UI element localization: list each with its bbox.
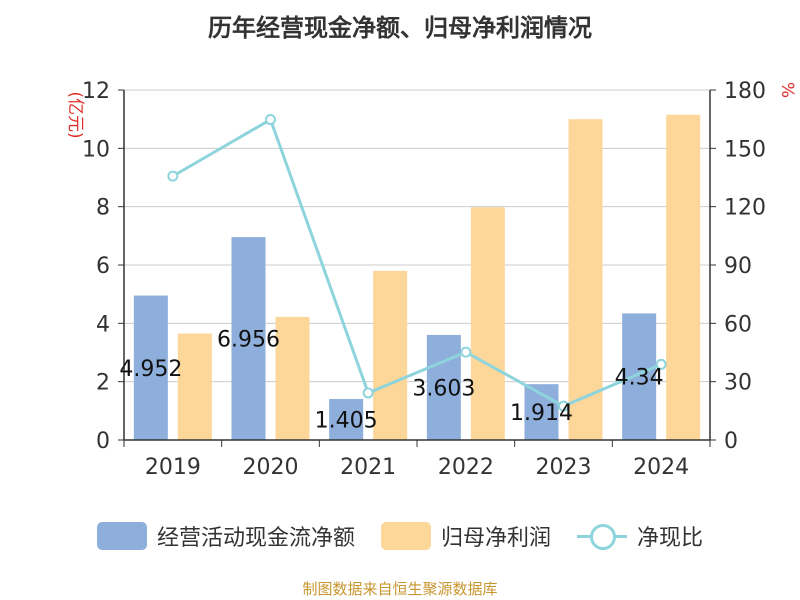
bar-cashflow: [231, 237, 266, 440]
y-right-tick-label: 60: [724, 312, 752, 337]
bar-net-profit: [275, 316, 310, 440]
data-label-cashflow: 6.956: [217, 328, 280, 353]
bar-net-profit: [470, 207, 505, 440]
legend-label-ratio: 净现比: [637, 526, 704, 551]
x-tick-label: 2021: [340, 455, 396, 480]
bar-net-profit: [666, 114, 701, 441]
bar-cashflow: [133, 295, 168, 440]
x-tick-label: 2024: [633, 455, 689, 480]
x-tick-label: 2023: [536, 455, 592, 480]
y-right-tick-label: 180: [724, 79, 766, 104]
legend-swatch-net-profit: [380, 522, 431, 550]
x-tick-label: 2020: [243, 455, 299, 480]
y-right-tick-label: 30: [724, 371, 752, 396]
y-right-tick-label: 0: [724, 429, 738, 454]
legend-item-net-profit[interactable]: 归母净利润: [380, 520, 551, 552]
x-tick-label: 2022: [438, 455, 494, 480]
y-tick-label: 10: [82, 137, 110, 162]
line-ratio: [172, 117, 662, 408]
legend-swatch-cashflow: [96, 522, 147, 550]
legend-swatch-ratio: [577, 522, 627, 550]
legend-item-ratio[interactable]: 净现比: [577, 520, 703, 552]
data-label-cashflow: 4.952: [119, 357, 182, 382]
bar-cashflow: [329, 399, 364, 440]
data-label-cashflow: 1.405: [315, 409, 378, 434]
source-note: 制图数据来自恒生聚源数据库: [302, 580, 498, 598]
point-ratio: [167, 170, 179, 182]
bar-cashflow: [426, 334, 461, 440]
y-tick-label: 12: [82, 79, 110, 104]
y-axis-right-title: %: [777, 82, 797, 98]
legend-item-cashflow[interactable]: 经营活动现金流净额: [96, 520, 355, 552]
bar-net-profit: [373, 270, 408, 440]
y-tick-label: 0: [96, 429, 110, 454]
point-ratio: [265, 114, 276, 126]
bar-net-profit: [568, 119, 603, 441]
y-right-tick-label: 150: [724, 137, 766, 162]
legend-label-net-profit: 归母净利润: [440, 526, 551, 551]
x-tick-label: 2019: [145, 455, 201, 480]
data-label-cashflow: 4.34: [615, 366, 664, 391]
y-axis-title: (亿元): [65, 91, 85, 138]
point-ratio: [460, 346, 472, 358]
y-tick-label: 6: [96, 254, 110, 279]
bar-net-profit: [177, 333, 212, 440]
y-tick-label: 2: [96, 371, 110, 396]
point-ratio: [655, 358, 667, 370]
y-tick-label: 8: [96, 196, 110, 221]
bar-cashflow: [622, 313, 657, 440]
point-ratio: [362, 387, 374, 399]
data-label-cashflow: 1.914: [510, 401, 573, 426]
point-ratio: [558, 400, 569, 412]
data-label-cashflow: 3.603: [412, 376, 475, 401]
y-tick-label: 4: [96, 312, 110, 337]
y-right-tick-label: 90: [724, 254, 752, 279]
y-right-tick-label: 120: [724, 196, 766, 221]
legend: 经营活动现金流净额 归母净利润 净现比: [0, 518, 800, 554]
chart-title: 历年经营现金净额、归母净利润情况: [208, 14, 592, 42]
legend-label-cashflow: 经营活动现金流净额: [156, 526, 355, 551]
